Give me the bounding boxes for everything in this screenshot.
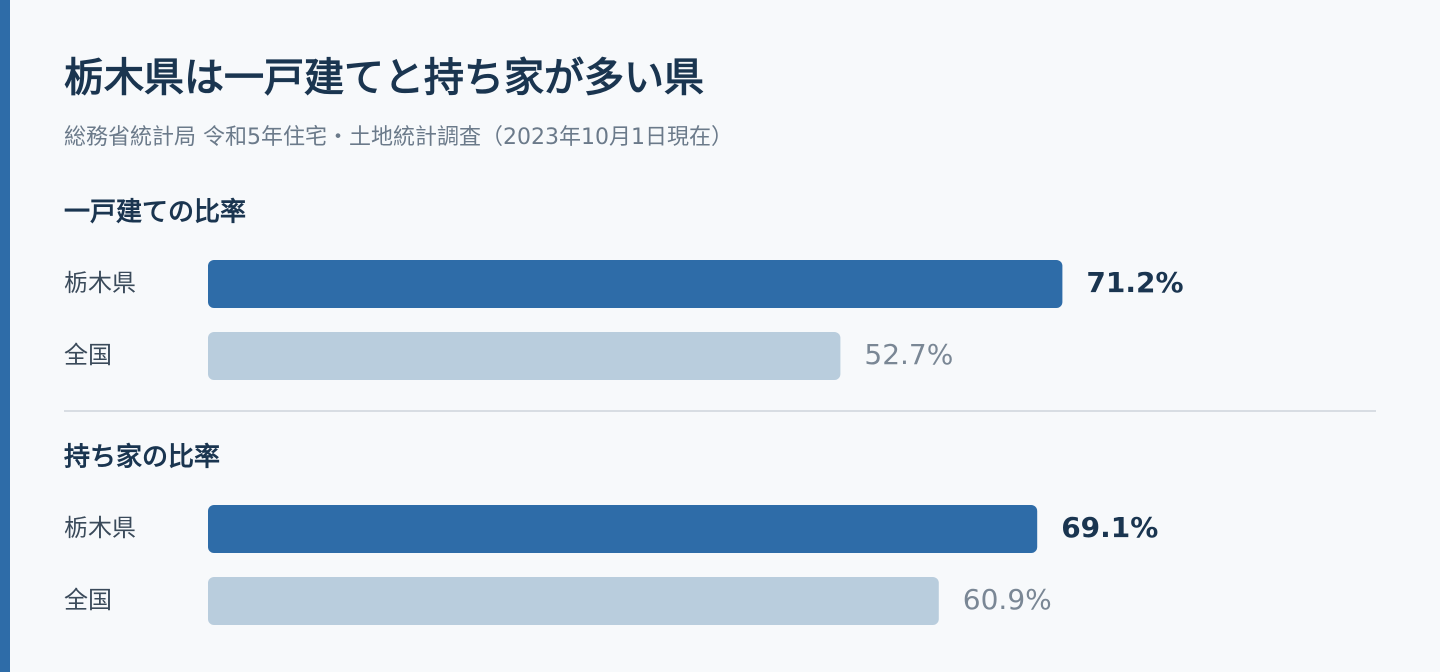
bar (208, 260, 1063, 308)
value-label: 52.7% (864, 338, 953, 371)
bar (208, 332, 841, 380)
section-title: 持ち家の比率 (64, 442, 220, 473)
page-subtitle: 総務省統計局 令和5年住宅・土地統計調査（2023年10月1日現在） (64, 125, 733, 150)
section-title: 一戸建ての比率 (64, 197, 246, 228)
category-label: 栃木県 (64, 269, 136, 297)
category-label: 全国 (64, 586, 112, 614)
bar (208, 505, 1038, 553)
value-label: 69.1% (1061, 511, 1158, 544)
value-label: 71.2% (1086, 266, 1183, 299)
page-title: 栃木県は一戸建てと持ち家が多い県 (64, 55, 704, 101)
category-label: 栃木県 (64, 514, 136, 542)
bar (208, 577, 939, 625)
accent-stripe (0, 0, 10, 672)
category-label: 全国 (64, 341, 112, 369)
value-label: 60.9% (963, 583, 1052, 616)
